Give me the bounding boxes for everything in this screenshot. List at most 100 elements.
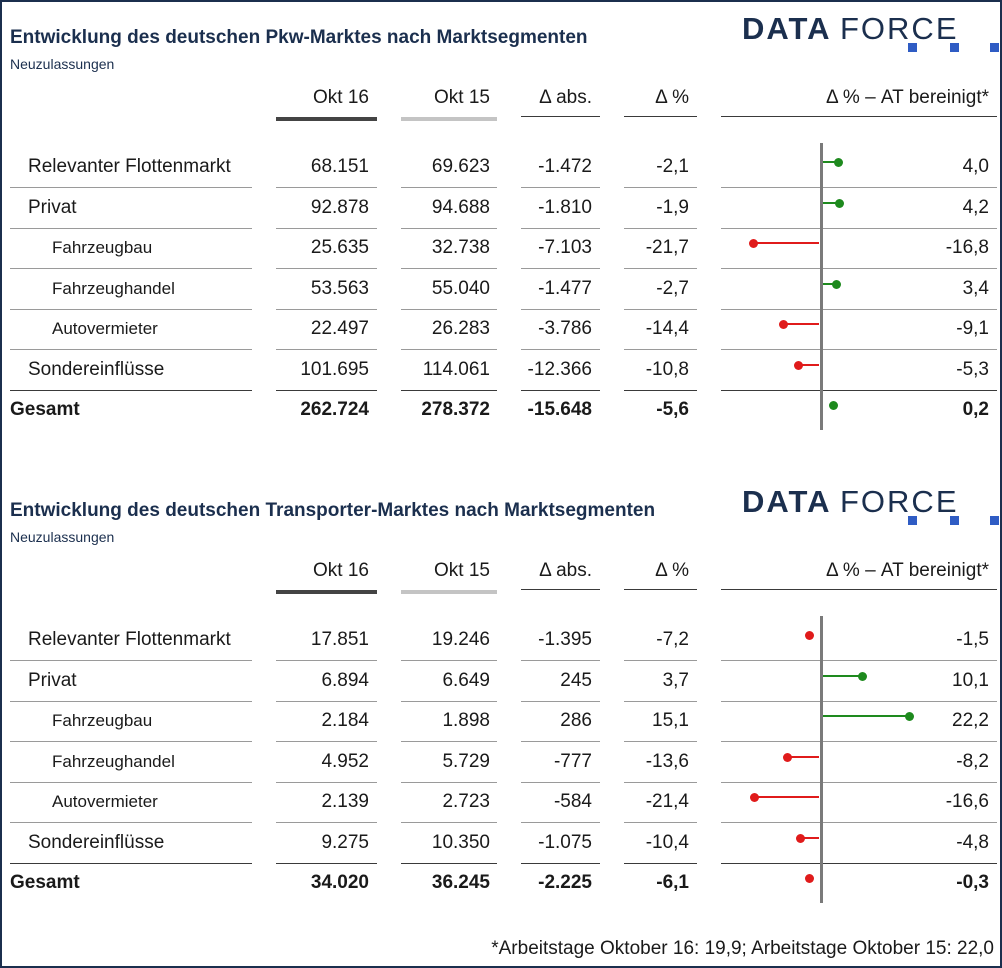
row-separator (276, 187, 377, 188)
table-row: Autovermieter 2.139 2.723 -584 -21,4 -16,6 (0, 782, 998, 822)
table-row: Fahrzeughandel 53.563 55.040 -1.477 -2,7 3,4 (0, 269, 998, 309)
delta-marker (828, 400, 838, 410)
row-separator (624, 390, 697, 391)
row-separator (624, 228, 697, 229)
row-separator (10, 741, 252, 742)
table-row: Relevanter Flottenmarkt 17.851 19.246 -1.39… (0, 620, 998, 660)
row-label: Privat (28, 197, 77, 218)
cell-abs: -3.786 (538, 318, 592, 339)
transporter-table-section: Entwicklung des deutschen Transporter-Ma… (0, 473, 999, 943)
header-underline (276, 117, 377, 121)
pkw-table-section: Entwicklung des deutschen Pkw-Marktes na… (0, 0, 999, 470)
logo-text-data: DATA (742, 11, 832, 46)
cell-at: -16,8 (945, 237, 989, 258)
row-separator (10, 268, 252, 269)
table-title: Entwicklung des deutschen Pkw-Marktes na… (10, 27, 588, 48)
cell-abs: -584 (553, 791, 592, 812)
row-separator (721, 863, 997, 864)
delta-marker (749, 792, 759, 802)
row-separator (276, 741, 377, 742)
row-separator (10, 701, 252, 702)
table-row: Fahrzeughandel 4.952 5.729 -777 -13,6 -8,2 (0, 742, 998, 782)
delta-marker (795, 833, 805, 843)
cell-pct: -2,7 (656, 278, 689, 299)
header-underline (276, 590, 377, 594)
table-row: Autovermieter 22.497 26.283 -3.786 -14,4 -9,1 (0, 309, 998, 349)
table-row: Fahrzeugbau 2.184 1.898 286 15,1 22,2 (0, 701, 998, 741)
cell-okt15: 10.350 (431, 832, 490, 853)
row-separator (624, 701, 697, 702)
cell-okt15: 94.688 (431, 197, 490, 218)
cell-okt15: 55.040 (431, 278, 490, 299)
cell-at: 4,0 (962, 156, 989, 177)
cell-pct: -1,9 (656, 197, 689, 218)
delta-marker (834, 198, 844, 208)
row-separator (276, 309, 377, 310)
cell-okt15: 114.061 (422, 359, 490, 380)
header-okt16: Okt 16 (313, 87, 369, 108)
row-separator (624, 309, 697, 310)
cell-pct: -5,6 (656, 399, 689, 420)
header-underline (521, 589, 600, 590)
total-row: Gesamt 34.020 36.245 -2.225 -6,1 -0,3 (0, 863, 998, 903)
header-delta-at: Δ % – AT bereinigt* (825, 87, 989, 108)
cell-okt15: 6.649 (442, 670, 490, 691)
cell-at: 0,2 (962, 399, 989, 420)
delta-bar (798, 364, 819, 366)
table-row: Privat 92.878 94.688 -1.810 -1,9 4,2 (0, 188, 998, 228)
cell-okt16: 101.695 (300, 359, 369, 380)
zero-axis (819, 616, 823, 903)
cell-abs: 286 (560, 710, 592, 731)
row-separator (521, 309, 600, 310)
header-underline (401, 590, 497, 594)
delta-marker (793, 360, 803, 370)
cell-okt16: 17.851 (310, 629, 369, 650)
logo-square (990, 516, 999, 525)
dataforce-logo: DATA FORCE (742, 485, 999, 525)
cell-at: 3,4 (962, 278, 989, 299)
row-separator (521, 228, 600, 229)
row-separator (624, 660, 697, 661)
cell-pct: -10,4 (645, 832, 689, 853)
delta-bar (823, 715, 910, 717)
row-separator (721, 309, 997, 310)
cell-pct: -2,1 (656, 156, 689, 177)
cell-okt16: 68.151 (310, 156, 369, 177)
row-separator (276, 782, 377, 783)
cell-okt15: 278.372 (421, 399, 490, 420)
delta-bar (823, 202, 840, 204)
row-separator (521, 268, 600, 269)
row-separator (401, 309, 497, 310)
row-separator (401, 268, 497, 269)
row-separator (624, 822, 697, 823)
cell-abs: -1.472 (538, 156, 592, 177)
table-row: Sondereinflüsse 101.695 114.061 -12.366 -10,… (0, 350, 998, 390)
header-delta-pct: Δ % (655, 560, 689, 581)
row-label: Relevanter Flottenmarkt (28, 156, 231, 177)
row-label: Sondereinflüsse (28, 359, 165, 380)
header-delta-pct: Δ % (655, 87, 689, 108)
cell-at: -5,3 (956, 359, 989, 380)
cell-at: -8,2 (956, 751, 989, 772)
row-separator (721, 741, 997, 742)
row-label: Fahrzeugbau (52, 238, 153, 257)
row-separator (624, 268, 697, 269)
cell-abs: -1.477 (538, 278, 592, 299)
delta-marker (804, 630, 814, 640)
row-separator (401, 187, 497, 188)
row-separator (10, 309, 252, 310)
header-okt15: Okt 15 (434, 87, 490, 108)
cell-okt15: 26.283 (431, 318, 490, 339)
logo-square (908, 516, 917, 525)
row-separator (401, 390, 497, 391)
header-underline (721, 589, 997, 590)
delta-bar (787, 756, 819, 758)
row-separator (624, 349, 697, 350)
cell-at: -0,3 (956, 872, 989, 893)
delta-marker (782, 752, 792, 762)
cell-okt16: 6.894 (321, 670, 369, 691)
logo-square (950, 43, 959, 52)
row-separator (10, 822, 252, 823)
row-separator (401, 228, 497, 229)
